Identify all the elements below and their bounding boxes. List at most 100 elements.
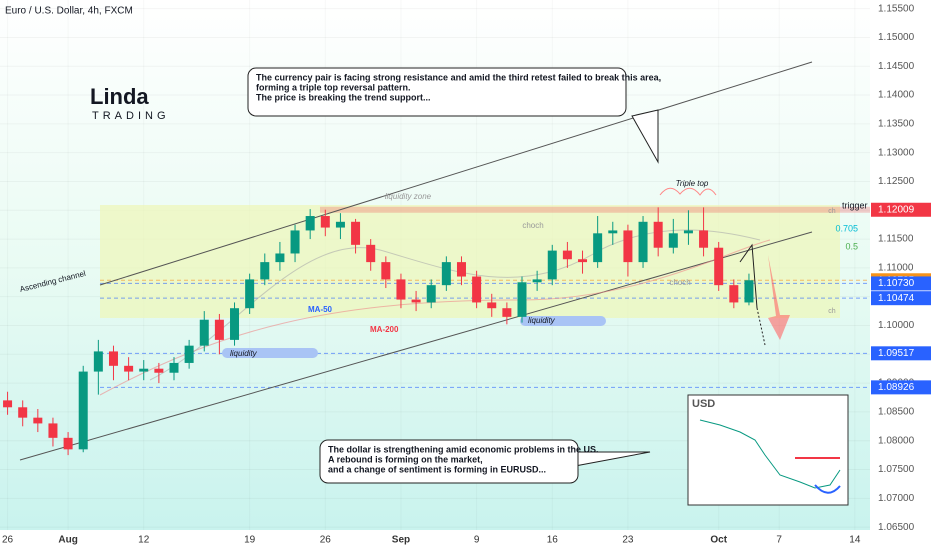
candle-body [154,368,164,373]
label: MA-200 [370,325,399,334]
candle-body [472,276,482,303]
candle-body [638,221,648,263]
candle-body [214,319,224,340]
candle-body [18,407,28,418]
label: liquidity zone [385,192,432,201]
x-tick-label: 19 [244,535,256,546]
label: choch [669,278,690,287]
candle-body [199,319,209,346]
price-tag [871,202,931,217]
price-tag [871,380,931,395]
candle-body [608,230,618,234]
candle-body [48,423,58,438]
candle-body [275,253,285,263]
arrow [739,243,758,309]
x-tick-label: 16 [547,535,559,546]
channel-upper [99,61,813,286]
candle-body [683,230,693,234]
label: MA-50 [308,305,333,314]
inset [687,394,849,506]
candle-body [351,221,361,245]
candle-body [456,262,466,277]
price-tag-label: 1.08926 [878,382,915,393]
label: Triple top [676,179,709,188]
price-tag [871,276,931,291]
candle-body [562,250,572,260]
label: liquidity [528,316,556,325]
logo: Linda [90,84,149,109]
y-tick-label: 1.13500 [878,118,915,129]
candle-body [593,233,603,263]
annotation: The price is breaking the trend support.… [256,92,431,102]
label: trigger [842,200,868,210]
candle-body [381,262,391,280]
annotation: and a change of sentiment is forming in … [328,464,546,474]
candle-body [184,345,194,363]
candle-body [108,351,118,366]
candle-body [547,250,557,280]
candle-body [169,362,179,373]
candle-body [3,400,13,408]
y-tick-label: 1.10000 [878,320,915,331]
y-tick-label: 1.14000 [878,90,915,101]
candle-body [668,233,678,248]
y-tick-label: 1.13000 [878,147,915,158]
candle-body [411,299,421,303]
price-tag-label: 1.09517 [878,348,915,359]
y-tick-label: 1.15500 [878,3,915,14]
y-tick-label: 1.15000 [878,32,915,43]
annotation: The dollar is strengthening amid economi… [328,444,599,454]
x-tick-label: 26 [2,535,14,546]
label: 0.705 [835,223,858,233]
ma-200 [99,239,771,396]
candle-body [78,371,88,450]
axis-bg [0,530,870,550]
price-tag [871,346,931,361]
candle-body [290,230,300,254]
x-tick-label: Oct [710,535,727,546]
candle-body [245,279,255,309]
triple-arc [659,187,717,196]
x-tick-label: 14 [849,535,861,546]
candle-body [441,262,451,286]
candle-body [124,365,134,372]
candle-body [699,230,709,248]
label: ch [828,308,836,315]
candle-body [305,216,315,231]
annotation: forming a triple top reversal pattern. [256,82,411,92]
y-tick-label: 1.06500 [878,522,915,533]
price-tag [871,291,931,306]
candle-body [623,230,633,263]
arrow-big [768,255,790,340]
y-tick-label: 1.12500 [878,176,915,187]
candle-body [366,244,376,263]
y-tick-label: 1.07500 [878,464,915,475]
candle-body [744,280,754,303]
candle-body [33,417,43,424]
y-tick-label: 1.11500 [878,234,914,245]
liquidity-pill [222,348,318,358]
title: Euro / U.S. Dollar, 4h, FXCM [5,6,133,17]
inset-arc [814,484,841,494]
y-tick-label: 1.07000 [878,493,915,504]
candle-body [502,308,512,317]
y-tick-label: 1.14500 [878,61,915,72]
candle-body [578,259,588,263]
y-tick-label: 1.11000 [878,263,914,274]
x-tick-label: 12 [138,535,150,546]
label: 0.5 [845,241,858,251]
candle-body [93,351,103,372]
x-tick-label: 26 [320,535,332,546]
candle-body [714,247,724,286]
candle-body [426,285,436,303]
label: liquidity [230,349,258,358]
candle-body [335,221,345,228]
logo-sub: TRADING [92,110,170,122]
candle-body [653,221,663,248]
label: choch [522,221,543,230]
x-tick-label: Aug [58,535,77,546]
price-tag-label: 1.10474 [878,293,915,304]
candle-body [63,437,73,450]
x-tick-label: 7 [776,535,782,546]
